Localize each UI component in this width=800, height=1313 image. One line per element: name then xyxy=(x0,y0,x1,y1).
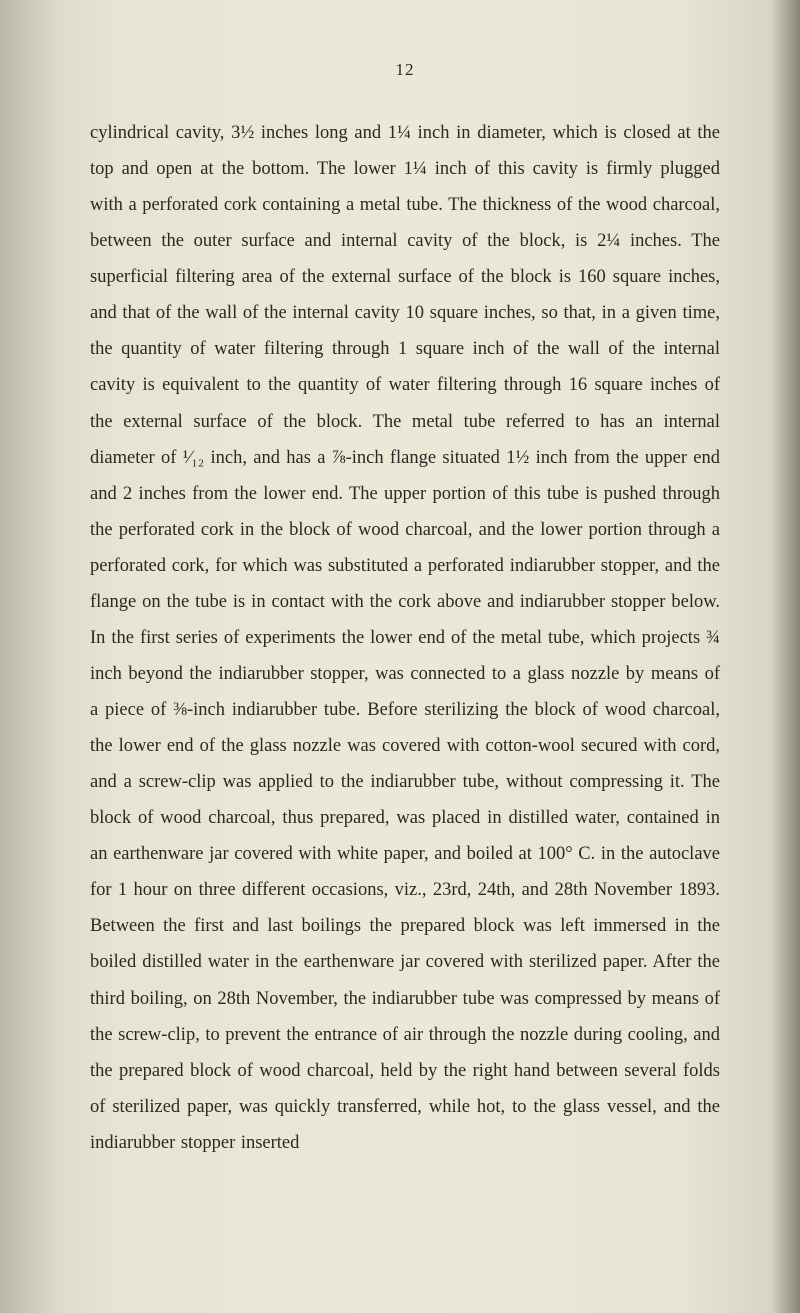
page-shadow-right xyxy=(770,0,800,1313)
page-number: 12 xyxy=(90,60,720,80)
body-paragraph: cylindrical cavity, 3½ inches long and 1… xyxy=(90,115,720,1161)
page-shadow-left xyxy=(0,0,60,1313)
